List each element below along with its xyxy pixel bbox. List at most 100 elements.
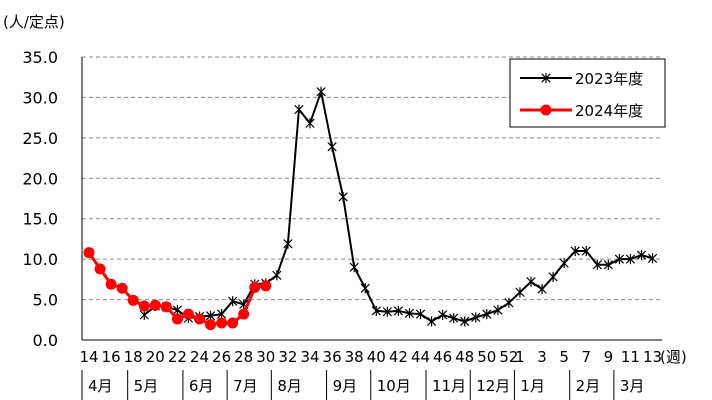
y-tick-labels: 0.0 5.0 10.0 15.0 20.0 25.0 30.0 35.0	[22, 48, 58, 350]
data-point-2023	[548, 271, 558, 282]
data-point-2023	[437, 309, 448, 320]
y-tick-label: 10.0	[22, 250, 58, 269]
data-point-2023	[360, 283, 370, 294]
x-tick-label: 44	[411, 348, 430, 366]
x-tick-label: 30	[256, 348, 275, 366]
data-point-2023	[305, 118, 315, 129]
data-point-2023	[537, 284, 547, 295]
y-unit-label: (人/定点)	[3, 13, 65, 31]
x-tick-label: 14	[79, 348, 98, 366]
data-point-2023	[283, 238, 293, 249]
data-point-2023	[294, 104, 304, 115]
month-label: 5月	[134, 377, 159, 395]
legend-label-2023: 2023年度	[575, 70, 643, 88]
legend: 2023年度 2024年度	[509, 58, 666, 128]
data-point-2023	[415, 309, 426, 320]
x-unit-label: (週)	[660, 348, 687, 366]
x-tick-label: 46	[433, 348, 452, 366]
data-point-2023	[581, 246, 591, 257]
data-point-2023	[338, 191, 348, 202]
data-point-2024	[149, 299, 161, 311]
month-label: 8月	[277, 377, 302, 395]
x-tick-label: 11	[621, 348, 640, 366]
data-point-2023	[327, 141, 337, 152]
x-tick-label: 40	[367, 348, 386, 366]
x-tick-label: 20	[146, 348, 165, 366]
month-label: 7月	[233, 377, 258, 395]
x-tick-label: 38	[345, 348, 364, 366]
data-point-2023	[139, 309, 149, 320]
x-tick-label: 13	[643, 348, 662, 366]
x-tick-label: 42	[389, 348, 408, 366]
data-point-2023	[404, 308, 415, 319]
month-label: 3月	[620, 377, 645, 395]
legend-label-2024: 2024年度	[575, 102, 643, 120]
month-labels: 4月 5月 6月 7月 8月 9月 10月 11月 12月 1月 2月 3月	[81, 370, 645, 400]
month-label: 1月	[520, 377, 545, 395]
data-point-2023	[647, 253, 658, 264]
data-point-2024	[127, 294, 139, 306]
data-point-2024	[160, 301, 172, 313]
x-tick-label: 50	[477, 348, 496, 366]
month-label: 2月	[576, 377, 601, 395]
data-point-2023	[471, 312, 481, 323]
data-point-2024	[205, 319, 217, 331]
x-tick-label: 36	[323, 348, 342, 366]
x-tick-label: 9	[604, 348, 614, 366]
x-tick-label: 32	[278, 348, 297, 366]
x-tick-label: 16	[102, 348, 121, 366]
data-point-2023	[371, 305, 381, 316]
legend-marker-2023	[541, 72, 551, 84]
legend-star	[541, 72, 551, 84]
month-label: 11月	[432, 377, 466, 395]
data-point-2024	[238, 308, 250, 320]
legend-box	[509, 58, 666, 128]
data-point-2023	[526, 276, 536, 287]
data-point-2023	[636, 250, 647, 261]
legend-marker-2024	[540, 104, 552, 116]
x-tick-label: 5	[559, 348, 569, 366]
data-point-2023	[382, 306, 392, 317]
data-point-2024	[171, 313, 183, 325]
y-tick-label: 0.0	[33, 331, 58, 350]
data-point-2023	[570, 246, 580, 257]
x-tick-labels: 14 16 18 20 22 24 26 28 30 32 34 36 38 40 42 44 46 48 50 52…	[79, 348, 662, 366]
data-point-2023	[603, 259, 613, 270]
y-tick-label: 35.0	[22, 48, 58, 67]
x-tick-label: 28	[234, 348, 253, 366]
data-point-2024	[105, 278, 117, 290]
month-label: 9月	[333, 377, 358, 395]
data-point-2024	[249, 281, 261, 293]
data-point-2023	[515, 287, 525, 298]
data-point-2023	[559, 258, 569, 269]
data-point-2023	[316, 86, 326, 97]
data-point-2023	[592, 259, 602, 270]
y-tick-label: 15.0	[22, 210, 58, 229]
x-tick-label: 26	[212, 348, 231, 366]
data-point-2023	[393, 305, 404, 316]
x-tick-label: 34	[300, 348, 319, 366]
data-point-2023	[272, 270, 282, 281]
data-point-2024	[194, 313, 205, 325]
x-tick-label: 24	[190, 348, 209, 366]
x-tick-label: 22	[168, 348, 187, 366]
data-point-2023	[205, 310, 216, 321]
x-tick-label: 3	[537, 348, 547, 366]
data-point-2023	[614, 254, 625, 265]
data-point-2023	[504, 297, 514, 308]
month-label: 10月	[377, 377, 411, 395]
data-point-2023	[172, 305, 183, 316]
x-tick-label: 7	[581, 348, 591, 366]
data-point-2024	[216, 317, 228, 329]
month-label: 6月	[189, 377, 214, 395]
x-tick-label: 1	[515, 348, 525, 366]
x-tick-label: 18	[124, 348, 143, 366]
data-point-2024	[116, 282, 128, 294]
data-point-2023	[493, 305, 503, 316]
month-label: 12月	[476, 377, 510, 395]
data-point-2024	[83, 247, 95, 259]
data-point-2023	[228, 296, 238, 307]
data-point-2023	[349, 262, 359, 273]
data-point-2023	[482, 309, 492, 320]
